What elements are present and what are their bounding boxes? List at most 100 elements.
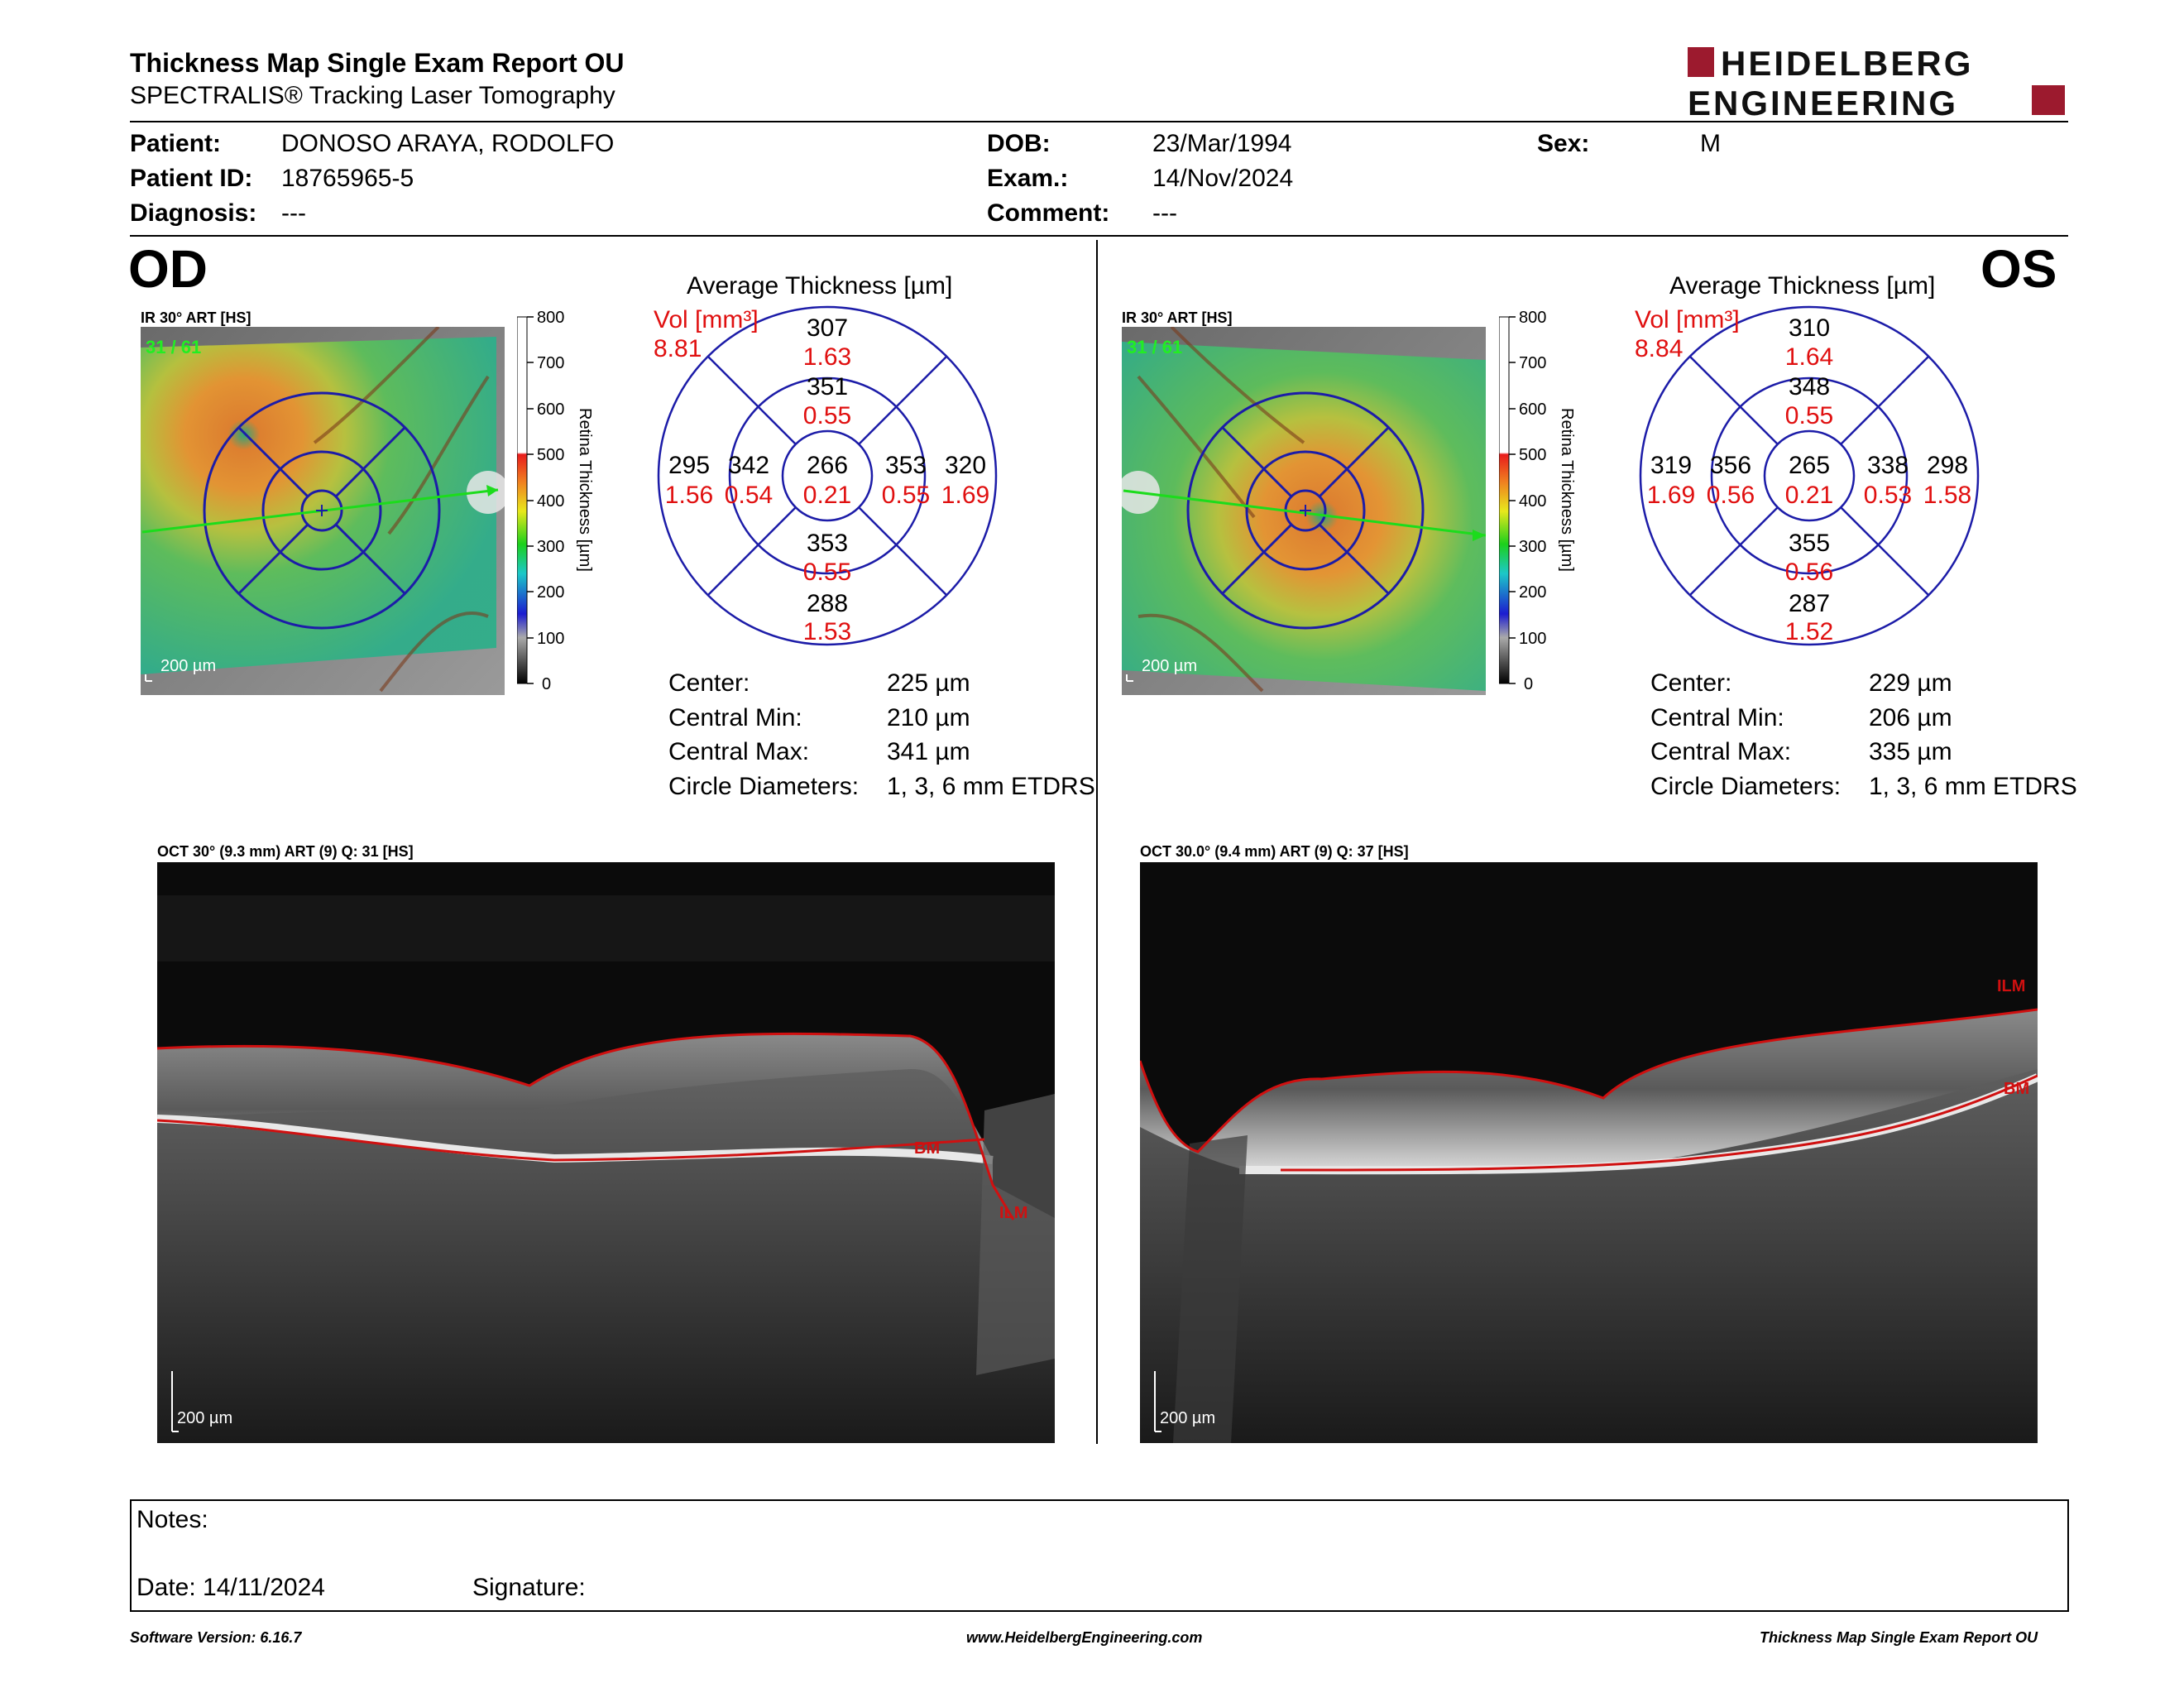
patient-id: 18765965-5 <box>281 165 414 192</box>
od-inner-sup-thk: 351 <box>807 373 848 400</box>
os-map-scale: 200 µm <box>1142 657 1197 675</box>
svg-text:HEIDELBERG: HEIDELBERG <box>1721 46 1973 83</box>
os-inner-right-vol: 0.53 <box>1864 482 1912 509</box>
od-outer-left-thk: 295 <box>668 452 710 479</box>
os-min-value: 206 µm <box>1869 704 1952 731</box>
od-inner-inf-vol: 0.55 <box>803 559 851 586</box>
od-cbar-tick: 200 <box>537 583 564 602</box>
os-etdrs-grid: 310 1.64 348 0.55 265 0.21 356 0.56 338 … <box>1639 305 1980 646</box>
od-outer-left-vol: 1.56 <box>665 482 713 509</box>
os-cbar-tick: 400 <box>1519 492 1546 511</box>
od-inner-sup-vol: 0.55 <box>803 402 851 429</box>
footer-report: Thickness Map Single Exam Report OU <box>1760 1629 2038 1646</box>
os-cbar-tick: 500 <box>1519 446 1546 464</box>
os-oct-label: OCT 30.0° (9.4 mm) ART (9) Q: 37 [HS] <box>1140 843 1409 860</box>
od-oct-scale: 200 µm <box>177 1409 232 1427</box>
exam-label: Exam.: <box>987 165 1069 192</box>
os-cbar-tick: 200 <box>1519 583 1546 602</box>
os-cbar-tick: 800 <box>1519 310 1546 327</box>
comment-value: --- <box>1152 199 1177 227</box>
od-cbar-tick: 400 <box>537 492 564 511</box>
od-oct-label: OCT 30° (9.3 mm) ART (9) Q: 31 [HS] <box>157 843 414 860</box>
os-center-label: Center: <box>1650 669 1732 697</box>
dob-label: DOB: <box>987 130 1051 157</box>
od-cbar-title: Retina Thickness [µm] <box>576 408 594 572</box>
od-diam-label: Circle Diameters: <box>668 773 860 800</box>
os-outer-inf-thk: 287 <box>1789 590 1830 617</box>
comment-label: Comment: <box>987 199 1110 227</box>
os-inner-left-thk: 356 <box>1710 452 1751 479</box>
svg-text:ENGINEERING: ENGINEERING <box>1688 84 1958 120</box>
od-vol-label: Vol [mm³] <box>654 306 759 333</box>
od-cbar-tick: 600 <box>537 400 564 419</box>
os-inner-left-vol: 0.56 <box>1707 482 1755 509</box>
od-frames: 31 / 61 <box>146 337 201 357</box>
od-cbar-tick: 500 <box>537 446 564 464</box>
os-outer-left-thk: 319 <box>1650 452 1692 479</box>
od-outer-right-thk: 320 <box>945 452 986 479</box>
os-oct-scan: ILM BM 200 µm <box>1140 862 2038 1443</box>
os-min-label: Central Min: <box>1650 704 1784 731</box>
od-thickness-map: 31 / 61 200 µm <box>141 327 505 695</box>
os-diam-label: Circle Diameters: <box>1650 773 1842 800</box>
od-colorbar: 800 700 600 500 400 300 200 100 0 Retina… <box>517 310 594 691</box>
od-inner-right-vol: 0.55 <box>882 482 930 509</box>
od-outer-inf-vol: 1.53 <box>803 618 851 645</box>
os-cbar-tick: 100 <box>1519 630 1546 648</box>
od-map-scale: 200 µm <box>160 657 216 675</box>
os-oct-scale: 200 µm <box>1160 1409 1215 1427</box>
os-etdrs-title: Average Thickness [µm] <box>1669 272 1936 300</box>
notes-signature: Signature: <box>472 1574 586 1601</box>
os-outer-right-thk: 298 <box>1927 452 1968 479</box>
patient-name: DONOSO ARAYA, RODOLFO <box>281 130 615 157</box>
od-center-vol: 0.21 <box>803 482 851 509</box>
os-cbar-tick: 600 <box>1519 400 1546 419</box>
od-inner-left-vol: 0.54 <box>725 482 773 509</box>
footer-url[interactable]: www.HeidelbergEngineering.com <box>966 1629 1203 1646</box>
od-diam-value: 1, 3, 6 mm ETDRS <box>887 773 1095 800</box>
footer-version: Software Version: 6.16.7 <box>130 1629 302 1646</box>
os-frames: 31 / 61 <box>1127 337 1182 357</box>
os-center-vol: 0.21 <box>1785 482 1833 509</box>
os-max-value: 335 µm <box>1869 738 1952 765</box>
os-center-thk: 265 <box>1789 452 1830 479</box>
dob-value: 23/Mar/1994 <box>1152 130 1292 157</box>
os-colorbar: 800 700 600 500 400 300 200 100 0 Retina… <box>1499 310 1576 691</box>
sex-label: Sex: <box>1537 130 1590 157</box>
exam-value: 14/Nov/2024 <box>1152 165 1294 192</box>
od-vol-total: 8.81 <box>654 335 702 362</box>
report-subtitle: SPECTRALIS® Tracking Laser Tomography <box>130 82 615 109</box>
os-outer-inf-vol: 1.52 <box>1785 618 1833 645</box>
od-min-value: 210 µm <box>887 704 970 731</box>
od-cbar-tick: 300 <box>537 538 564 556</box>
notes-box: Notes: Date: 14/11/2024 Signature: <box>130 1499 2069 1612</box>
diagnosis-value: --- <box>281 199 306 227</box>
os-bm-tag: BM <box>2004 1080 2029 1098</box>
os-max-label: Central Max: <box>1650 738 1792 765</box>
od-ilm-tag: ILM <box>999 1204 1027 1222</box>
od-map-label: IR 30° ART [HS] <box>141 309 251 326</box>
od-max-value: 341 µm <box>887 738 970 765</box>
os-inner-sup-vol: 0.55 <box>1785 402 1833 429</box>
os-cbar-tick: 300 <box>1519 538 1546 556</box>
os-cbar-tick: 700 <box>1519 354 1546 372</box>
od-etdrs-grid: 307 1.63 351 0.55 266 0.21 342 0.54 353 … <box>657 305 998 646</box>
os-inner-right-thk: 338 <box>1867 452 1909 479</box>
os-diam-value: 1, 3, 6 mm ETDRS <box>1869 773 2077 800</box>
od-center-value: 225 µm <box>887 669 970 697</box>
od-cbar-tick: 800 <box>537 310 564 327</box>
os-center-value: 229 µm <box>1869 669 1952 697</box>
od-center-label: Center: <box>668 669 750 697</box>
od-inner-left-thk: 342 <box>728 452 769 479</box>
os-thickness-map: 31 / 61 200 µm <box>1122 327 1486 695</box>
od-oct-scan: BM ILM 200 µm <box>157 862 1055 1443</box>
report-title: Thickness Map Single Exam Report OU <box>130 48 625 78</box>
od-outer-inf-thk: 288 <box>807 590 848 617</box>
sex-value: M <box>1700 130 1721 157</box>
os-inner-inf-vol: 0.56 <box>1785 559 1833 586</box>
os-inner-inf-thk: 355 <box>1789 530 1830 557</box>
notes-date: Date: 14/11/2024 <box>136 1574 325 1601</box>
od-bm-tag: BM <box>914 1139 940 1158</box>
os-eye-label: OS <box>1980 239 2057 299</box>
eye-separator <box>1096 240 1098 1444</box>
